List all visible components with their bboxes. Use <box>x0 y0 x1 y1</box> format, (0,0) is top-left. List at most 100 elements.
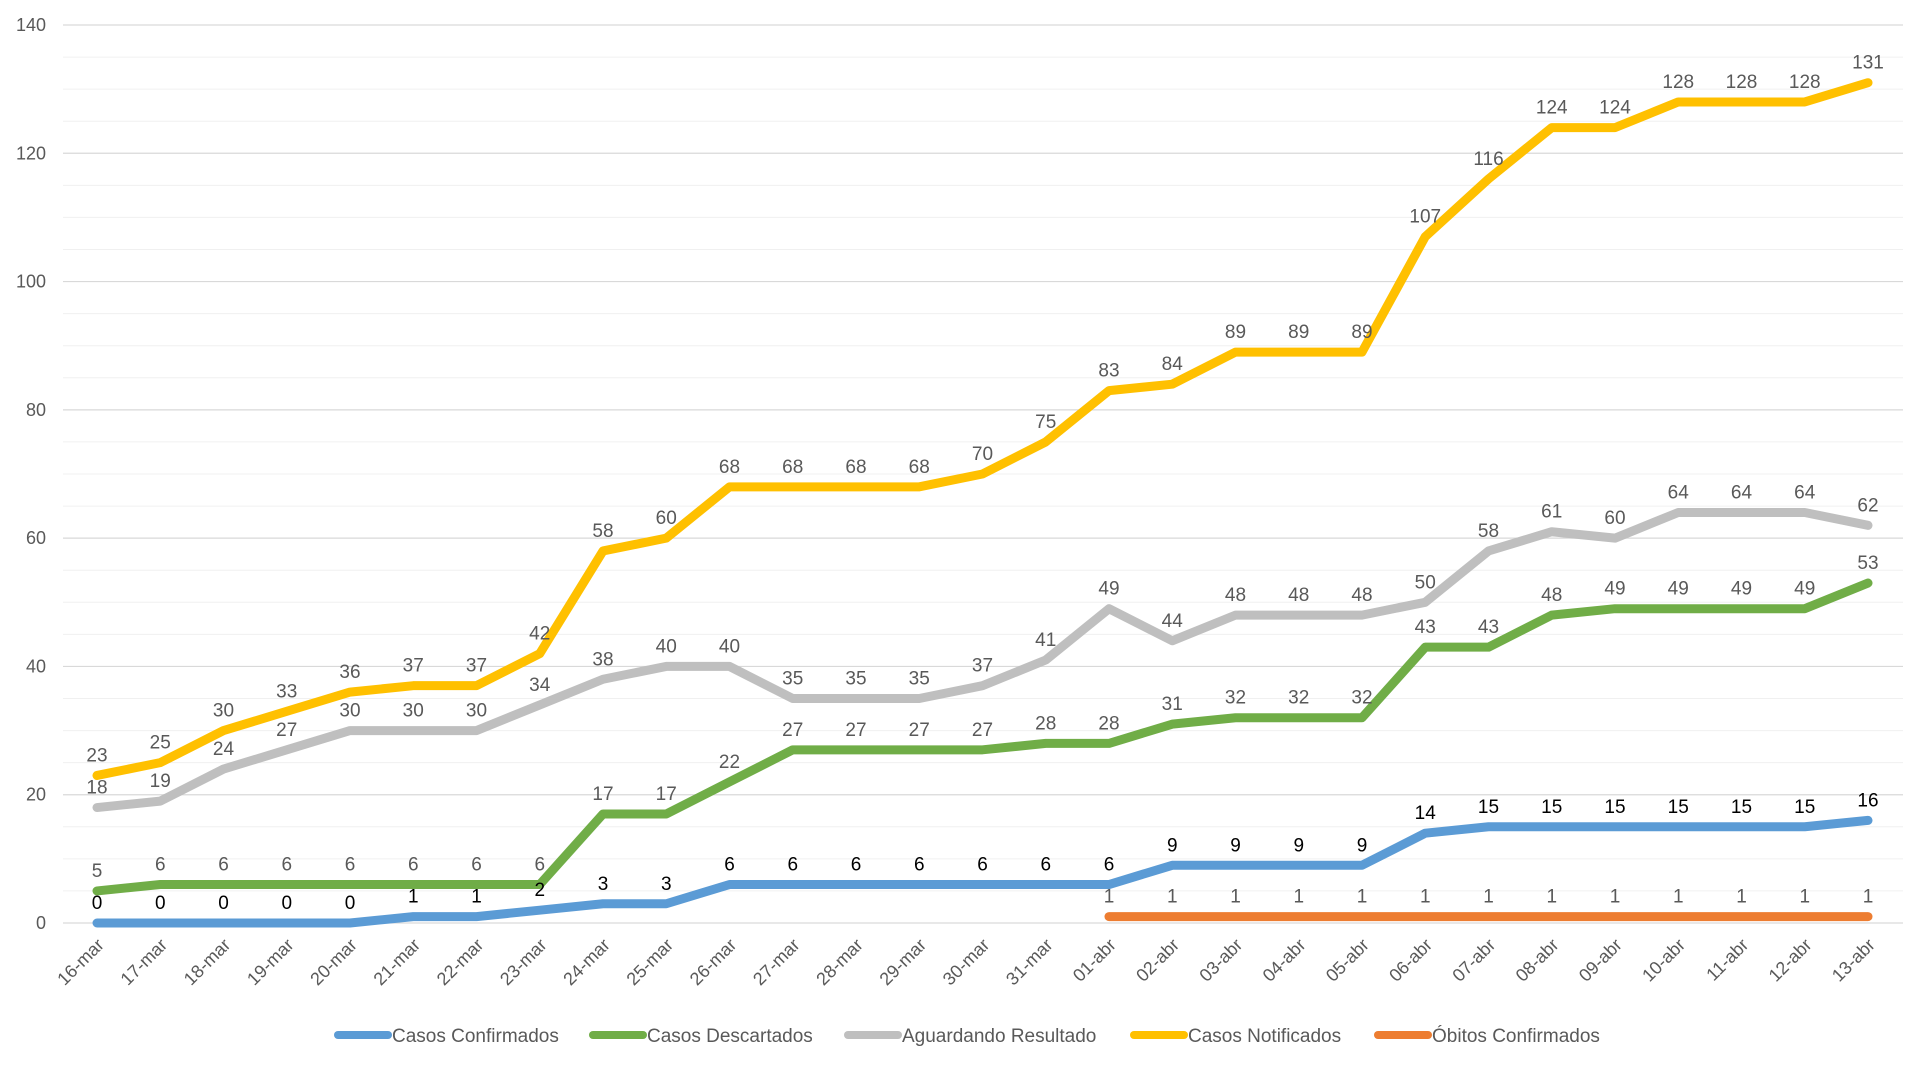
legend-label: Casos Notificados <box>1188 1026 1341 1047</box>
data-label: 6 <box>1040 855 1051 876</box>
data-label: 0 <box>345 893 356 914</box>
data-label: 1 <box>1546 887 1557 908</box>
data-label: 124 <box>1599 98 1631 119</box>
y-tick-label: 100 <box>16 272 46 292</box>
x-tick-label: 13-abr <box>1828 935 1879 986</box>
data-label: 131 <box>1852 53 1884 74</box>
series-lines <box>92 78 1873 928</box>
data-label: 19 <box>150 771 171 792</box>
x-tick-label: 28-mar <box>812 935 866 989</box>
data-label: 6 <box>281 855 292 876</box>
x-tick-label: 07-abr <box>1448 935 1499 986</box>
data-label: 30 <box>213 701 234 722</box>
series-line-casos-notificados <box>92 78 1873 780</box>
x-tick-label: 25-mar <box>623 935 677 989</box>
x-tick-label: 27-mar <box>749 935 803 989</box>
data-label: 64 <box>1794 482 1816 503</box>
data-label: 37 <box>972 656 993 677</box>
x-tick-label: 06-abr <box>1385 935 1436 986</box>
data-label: 9 <box>1230 835 1241 856</box>
data-label: 1 <box>1673 887 1684 908</box>
x-tick-label: 04-abr <box>1259 935 1310 986</box>
data-label: 49 <box>1668 579 1689 600</box>
data-label: 40 <box>719 636 740 657</box>
data-label: 6 <box>471 855 482 876</box>
data-label: 28 <box>1098 713 1119 734</box>
data-label: 0 <box>218 893 229 914</box>
data-label: 32 <box>1225 688 1246 709</box>
data-label: 89 <box>1225 322 1246 343</box>
data-label: 9 <box>1293 835 1304 856</box>
data-label: 41 <box>1035 630 1056 651</box>
series-line-aguardando-resultado <box>92 507 1873 813</box>
data-label: 30 <box>466 701 487 722</box>
x-tick-label: 02-abr <box>1132 935 1183 986</box>
data-label: 31 <box>1162 694 1183 715</box>
data-label: 32 <box>1351 688 1372 709</box>
data-label: 61 <box>1541 502 1562 523</box>
data-label: 43 <box>1415 617 1436 638</box>
data-label: 32 <box>1288 688 1309 709</box>
data-label: 1 <box>1293 887 1304 908</box>
data-label: 68 <box>719 457 740 478</box>
data-label: 16 <box>1857 790 1878 811</box>
x-tick-label: 29-mar <box>876 935 930 989</box>
data-label: 128 <box>1726 72 1758 93</box>
data-label: 64 <box>1731 482 1753 503</box>
y-tick-label: 40 <box>26 656 46 676</box>
data-label: 1 <box>1420 887 1431 908</box>
x-tick-label: 17-mar <box>117 935 171 989</box>
data-label: 48 <box>1541 585 1562 606</box>
data-label: 107 <box>1409 207 1441 228</box>
x-tick-label: 23-mar <box>496 935 550 989</box>
data-label: 6 <box>345 855 356 876</box>
data-label: 15 <box>1731 797 1752 818</box>
x-tick-label: 09-abr <box>1575 935 1626 986</box>
data-label: 1 <box>1610 887 1621 908</box>
data-label: 49 <box>1604 579 1625 600</box>
x-tick-label: 03-abr <box>1195 935 1246 986</box>
data-label: 30 <box>403 701 424 722</box>
y-tick-label: 60 <box>26 528 46 548</box>
y-axis-ticks: 0 20 40 60 80 100 120 140 <box>16 15 46 933</box>
data-label: 3 <box>598 874 609 895</box>
data-label: 1 <box>471 887 482 908</box>
data-label: 1 <box>1230 887 1241 908</box>
data-label: 40 <box>656 636 677 657</box>
data-label: 27 <box>845 720 866 741</box>
data-label: 6 <box>977 855 988 876</box>
data-label: 9 <box>1357 835 1368 856</box>
data-label: 6 <box>534 855 545 876</box>
data-label: 15 <box>1668 797 1689 818</box>
data-label: 50 <box>1415 572 1436 593</box>
data-label: 64 <box>1668 482 1690 503</box>
x-tick-label: 18-mar <box>180 935 234 989</box>
data-label: 60 <box>1604 508 1625 529</box>
data-label: 1 <box>1357 887 1368 908</box>
data-label: 6 <box>724 855 735 876</box>
data-label: 6 <box>914 855 925 876</box>
data-label: 84 <box>1162 354 1184 375</box>
data-label: 33 <box>276 681 297 702</box>
data-label: 43 <box>1478 617 1499 638</box>
data-label: 35 <box>845 669 866 690</box>
data-label: 6 <box>408 855 419 876</box>
data-label: 34 <box>529 675 551 696</box>
data-label: 70 <box>972 444 993 465</box>
data-label: 48 <box>1351 585 1372 606</box>
data-labels: 0 0 0 0 0 1 1 2 3 36 6 6 6 6 6 69 9 9 914 15 15 15 15 15 15 165 6 6… <box>86 53 1883 914</box>
y-tick-label: 140 <box>16 15 46 35</box>
data-label: 62 <box>1857 495 1878 516</box>
data-label: 60 <box>656 508 677 529</box>
data-label: 1 <box>1736 887 1747 908</box>
y-tick-label: 0 <box>36 913 46 933</box>
data-label: 24 <box>213 739 235 760</box>
data-label: 83 <box>1098 361 1119 382</box>
data-label: 48 <box>1288 585 1309 606</box>
legend-label: Casos Descartados <box>647 1026 813 1047</box>
x-tick-label: 26-mar <box>686 935 740 989</box>
data-label: 49 <box>1098 579 1119 600</box>
x-tick-label: 12-abr <box>1765 935 1816 986</box>
data-label: 18 <box>86 778 107 799</box>
x-tick-label: 16-mar <box>53 935 107 989</box>
